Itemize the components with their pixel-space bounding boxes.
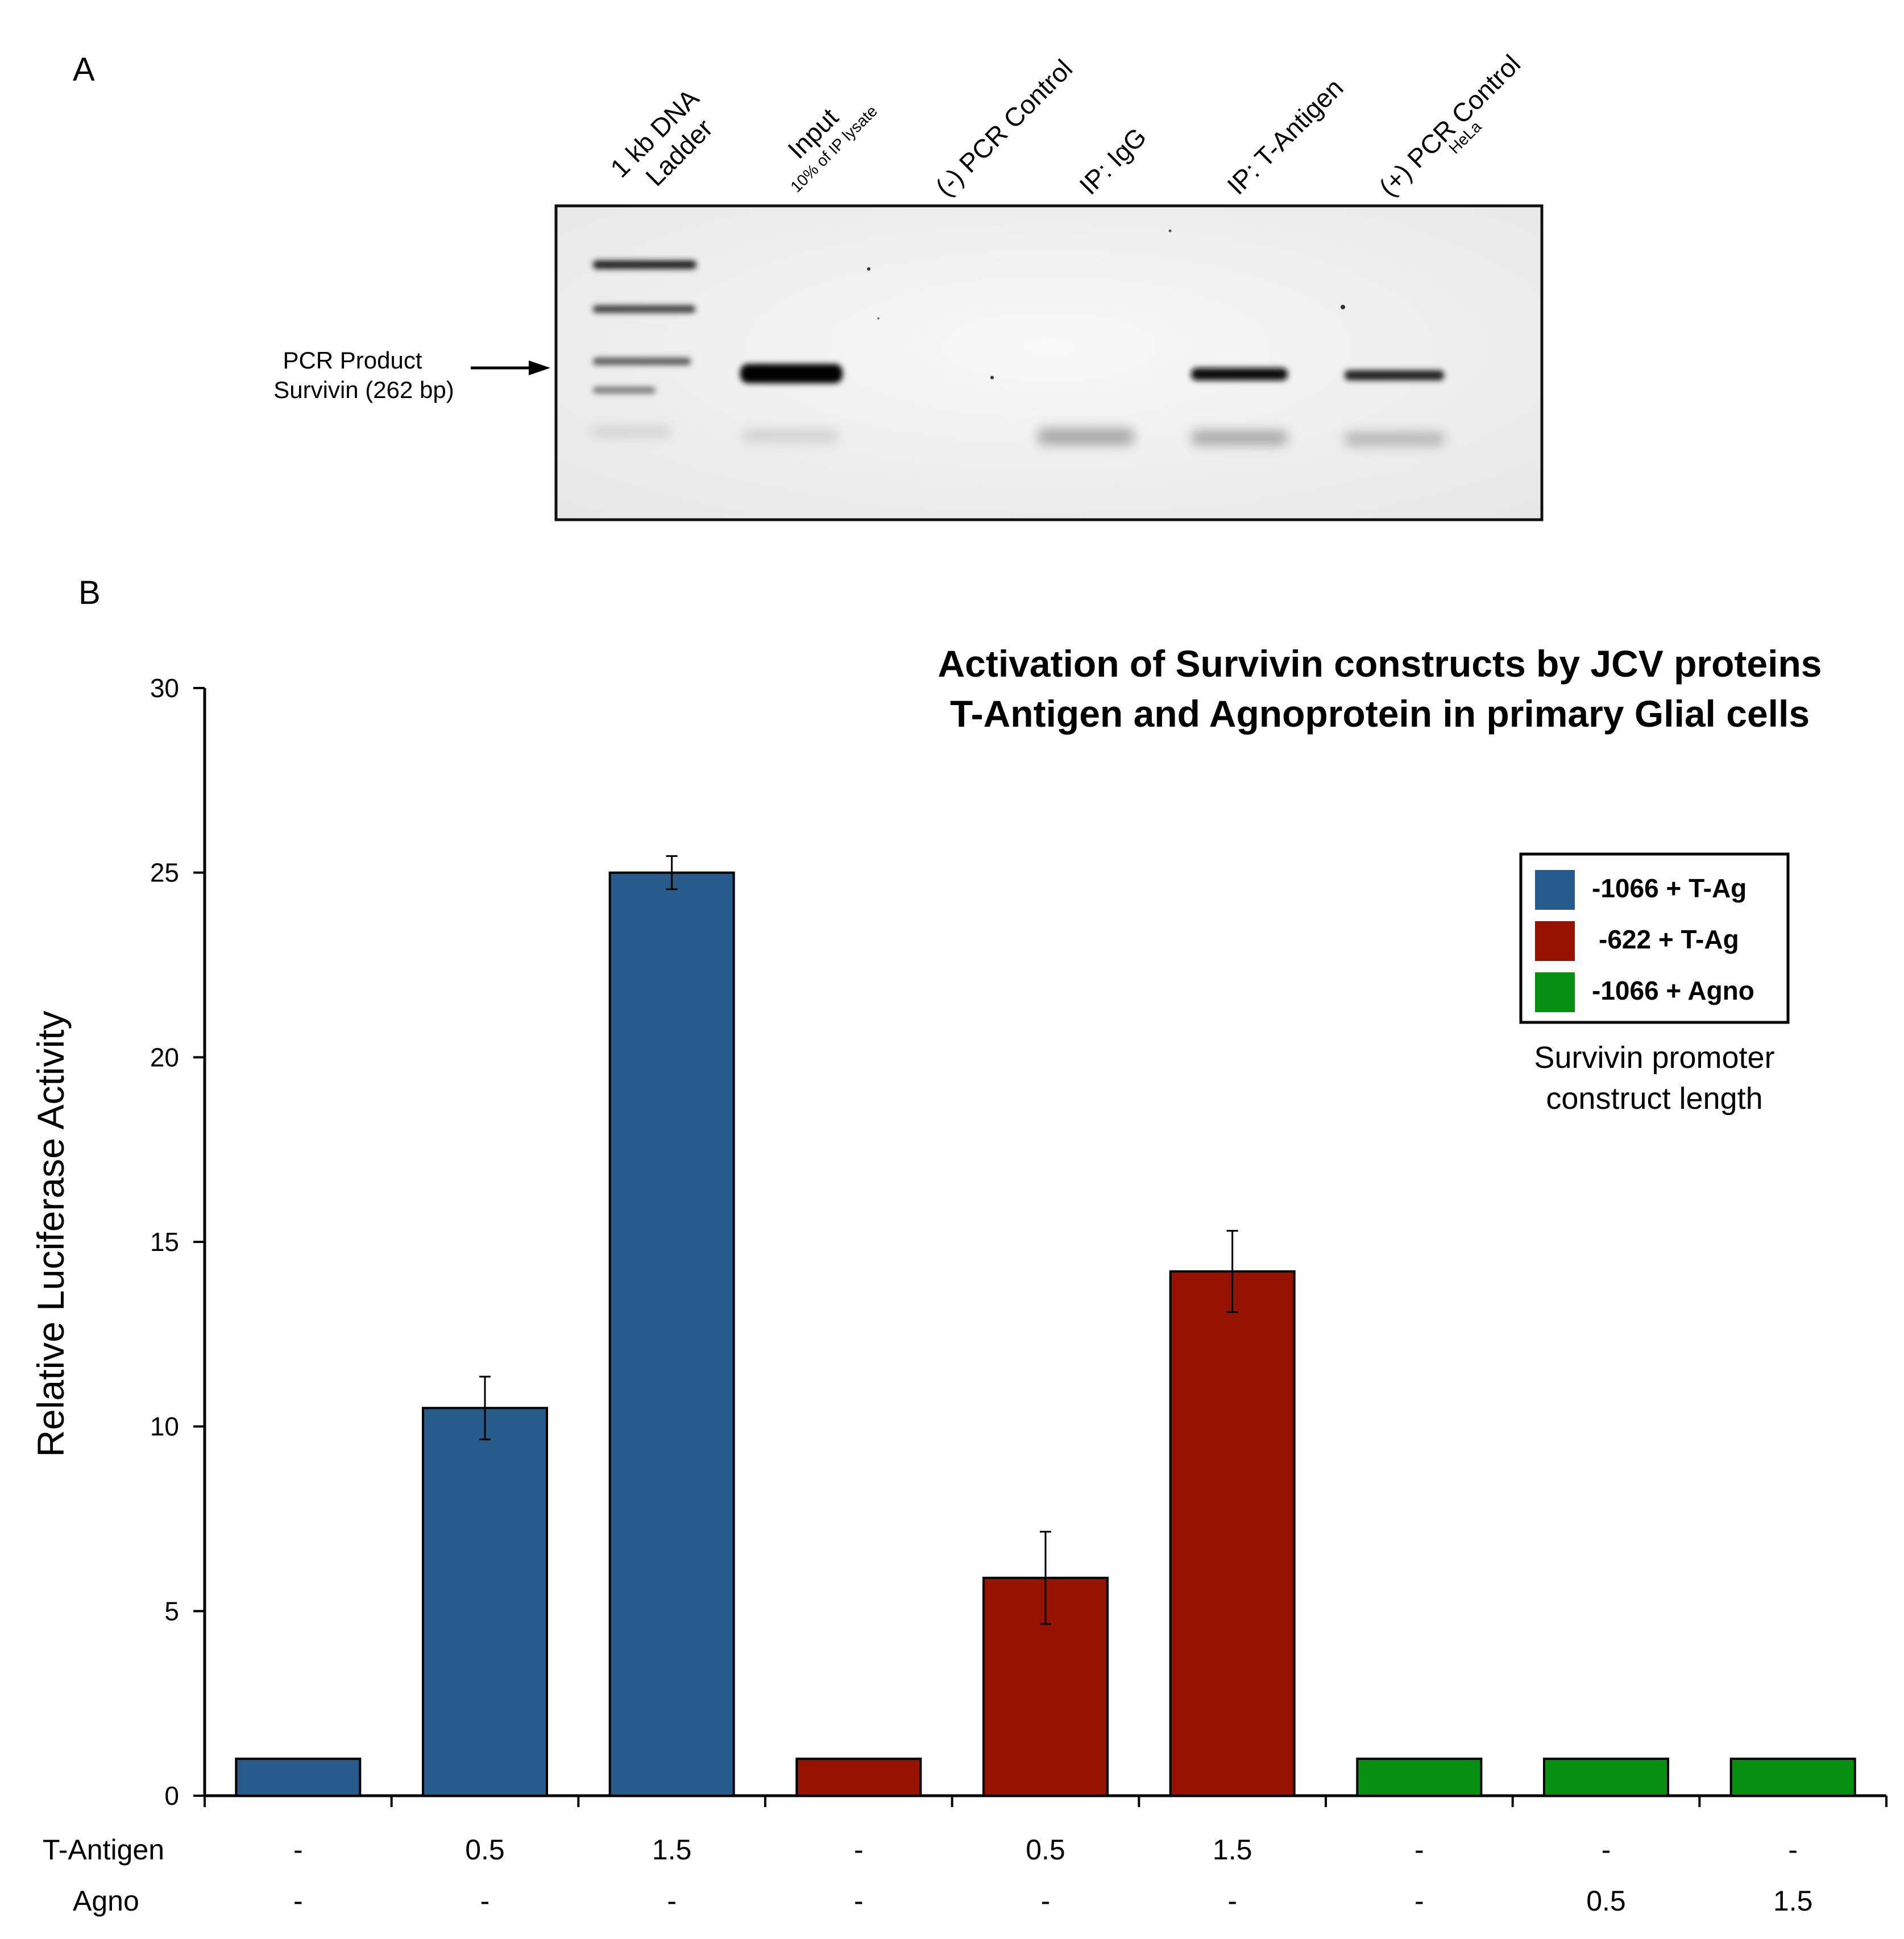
gel-band — [591, 428, 671, 436]
y-tick-label: 15 — [150, 1227, 179, 1257]
bar — [235, 1758, 362, 1797]
y-tick-label: 10 — [150, 1412, 179, 1441]
tantigen-dose: - — [293, 1834, 303, 1866]
panel-b-letter: B — [78, 574, 101, 611]
legend-swatch — [1535, 870, 1575, 910]
tantigen-dose: 0.5 — [1026, 1834, 1065, 1866]
bar — [1543, 1758, 1669, 1797]
bar — [1729, 1758, 1856, 1797]
pcr-arrow — [471, 361, 550, 375]
error-bars — [479, 855, 1238, 1625]
gel-image — [554, 204, 1544, 521]
y-axis: 0 5 10 15 20 25 30 — [150, 673, 206, 1810]
legend-swatch — [1535, 921, 1575, 961]
bar — [1169, 1270, 1296, 1797]
bars — [235, 871, 1856, 1797]
gel-band — [593, 305, 695, 313]
tantigen-dose: - — [1414, 1834, 1424, 1866]
bar — [795, 1758, 922, 1797]
pcr-product-size-label: Survivin (262 bp) — [273, 376, 454, 403]
y-tick-label: 5 — [164, 1596, 179, 1626]
agno-dose: - — [1227, 1885, 1237, 1917]
lane-label-pos-control: (+) PCR Control HeLa — [1373, 49, 1526, 202]
gel-band — [1038, 428, 1134, 445]
lane-label-line1: IP: IgG — [1073, 122, 1152, 200]
lane-label-t-antigen: IP: T-Antigen — [1221, 73, 1349, 200]
panel-a-letter: A — [73, 51, 95, 88]
y-axis-label: Relative Luciferase Activity — [30, 1010, 72, 1457]
tantigen-dose: 1.5 — [1213, 1834, 1252, 1866]
y-tick-label: 0 — [164, 1781, 179, 1810]
tantigen-dose: - — [1602, 1834, 1611, 1866]
chart-title-line2: T-Antigen and Agnoprotein in primary Gli… — [950, 693, 1810, 735]
tantigen-dose: 0.5 — [465, 1834, 505, 1866]
agno-row-label: Agno — [73, 1885, 139, 1917]
bar — [1356, 1758, 1483, 1797]
condition-table: T-Antigen Agno - 0.5 1.5 - 0.5 1.5 - - - - - - - - - - 0.5… — [43, 1834, 1812, 1917]
lane-label-input: Input 10% of IP lysate — [782, 102, 881, 196]
legend-caption-line2: construct length — [1546, 1082, 1762, 1116]
agno-dose: 1.5 — [1773, 1885, 1813, 1917]
lane-label-igg: IP: IgG — [1073, 122, 1152, 200]
lane-label-line1: (-) PCR Control — [930, 53, 1078, 202]
gel-band — [593, 358, 691, 365]
agno-dose: - — [854, 1885, 864, 1917]
bar — [422, 1407, 548, 1797]
legend-swatch — [1535, 972, 1575, 1012]
gel-band — [1191, 430, 1288, 445]
lane-label-line1: (+) PCR Control — [1373, 49, 1526, 202]
legend: -1066 + T-Ag -622 + T-Ag -1066 + Agno — [1519, 852, 1790, 1024]
tantigen-dose: - — [854, 1834, 864, 1866]
gel-band — [742, 430, 839, 442]
agno-dose: - — [480, 1885, 490, 1917]
legend-label: -1066 + T-Ag — [1592, 873, 1747, 903]
gel-band — [593, 260, 696, 269]
chart-title-line1: Activation of Survivin constructs by JCV… — [938, 643, 1822, 685]
y-tick-label: 30 — [150, 673, 179, 703]
agno-dose: - — [1041, 1885, 1051, 1917]
gel-band — [1345, 432, 1444, 446]
agno-dose: - — [293, 1885, 303, 1917]
agno-dose: - — [667, 1885, 677, 1917]
legend-caption-line1: Survivin promoter — [1534, 1041, 1774, 1075]
gel-band — [1191, 368, 1288, 380]
bar — [608, 871, 735, 1797]
legend-label: -622 + T-Ag — [1599, 925, 1739, 954]
x-axis — [204, 1794, 1888, 1807]
lane-label-line1: IP: T-Antigen — [1221, 73, 1349, 200]
agno-dose: - — [1414, 1885, 1424, 1917]
lane-label-ladder: 1 kb DNA Ladder — [604, 83, 718, 192]
gel-band — [740, 364, 843, 383]
lane-label-neg-control: (-) PCR Control — [930, 53, 1078, 202]
agno-dose: 0.5 — [1586, 1885, 1626, 1917]
y-tick-label: 20 — [150, 1042, 179, 1072]
tantigen-dose: 1.5 — [652, 1834, 692, 1866]
legend-label: -1066 + Agno — [1592, 976, 1754, 1005]
gel-band — [1345, 370, 1444, 380]
gel-band — [593, 387, 656, 393]
tantigen-row-label: T-Antigen — [43, 1834, 164, 1866]
tantigen-dose: - — [1788, 1834, 1798, 1866]
pcr-product-label: PCR Product — [283, 347, 422, 374]
y-tick-label: 25 — [150, 858, 179, 888]
